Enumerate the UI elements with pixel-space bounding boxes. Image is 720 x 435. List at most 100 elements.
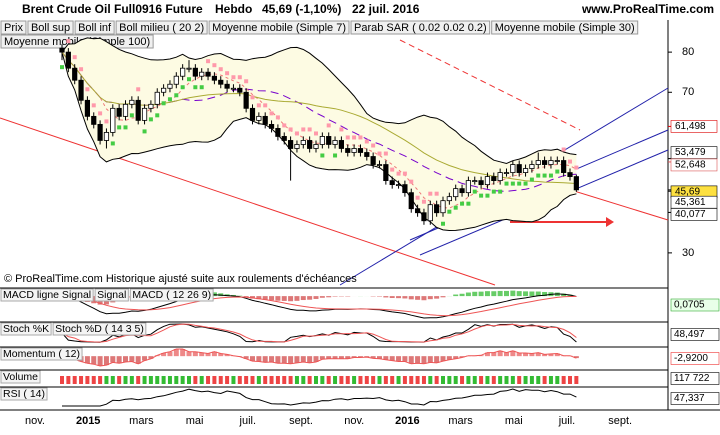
sar-dot xyxy=(492,190,496,194)
candle-body xyxy=(238,88,242,92)
x-tick-label: 2016 xyxy=(395,415,419,427)
sar-dot xyxy=(454,206,458,210)
sar-dot xyxy=(384,152,388,156)
sar-dot xyxy=(295,131,299,135)
sar-dot xyxy=(416,196,420,200)
x-tick-label: mars xyxy=(129,415,154,427)
sar-dot xyxy=(162,101,166,105)
candle-body xyxy=(441,201,445,213)
hist-bar xyxy=(269,356,274,362)
candle-body xyxy=(574,177,578,190)
volume-bar xyxy=(244,376,248,384)
candle-body xyxy=(485,177,489,185)
volume-bar xyxy=(206,376,210,384)
volume-bar xyxy=(117,376,121,384)
sar-dot xyxy=(143,129,147,133)
volume-bar xyxy=(98,376,102,384)
candle-body xyxy=(365,153,369,157)
candle-body xyxy=(295,144,299,148)
sar-dot xyxy=(562,148,566,152)
candle-body xyxy=(200,72,204,76)
candle-body xyxy=(85,100,89,116)
legend-entry: Parab SAR ( 0.02 0.02 0.2) xyxy=(354,22,487,34)
sar-dot xyxy=(555,170,559,174)
candle-body xyxy=(415,209,419,213)
y-tick-label: 30 xyxy=(682,247,694,259)
sar-dot xyxy=(238,75,242,79)
sar-dot xyxy=(79,67,83,71)
volume-bar xyxy=(339,376,343,384)
candle-body xyxy=(523,169,527,173)
candle-body xyxy=(403,185,407,193)
sar-dot xyxy=(136,87,140,91)
candle-body xyxy=(136,100,140,120)
candle-body xyxy=(155,92,159,104)
volume-bar xyxy=(473,376,477,384)
volume-bar xyxy=(162,376,166,384)
price-tag: 45,361 xyxy=(675,197,706,208)
volume-bar xyxy=(257,376,261,384)
candle-body xyxy=(98,124,102,140)
volume-bar xyxy=(498,376,502,384)
sar-dot xyxy=(155,113,159,117)
legend-entry: Moyenne mobile (Simple 30) xyxy=(495,22,635,34)
sar-dot xyxy=(181,85,185,89)
hist-bar xyxy=(307,356,312,363)
hist-bar xyxy=(269,296,274,300)
sar-dot xyxy=(117,125,121,129)
panel-label: Volume xyxy=(3,371,38,383)
hist-bar xyxy=(326,296,331,297)
sar-dot xyxy=(365,139,369,143)
sar-dot xyxy=(466,202,470,206)
sar-dot xyxy=(441,222,445,226)
sar-dot xyxy=(409,180,413,184)
sar-dot xyxy=(358,135,362,139)
x-tick-label: 2015 xyxy=(76,415,100,427)
volume-bar xyxy=(358,376,362,384)
volume-bar xyxy=(270,376,274,384)
sar-dot xyxy=(352,135,356,139)
hist-bar xyxy=(256,356,261,361)
candle-body xyxy=(428,205,432,221)
x-tick-label: mai xyxy=(505,415,523,427)
panel-label: Momentum ( 12) xyxy=(3,348,80,360)
sar-dot xyxy=(231,75,235,79)
candle-body xyxy=(168,84,172,88)
volume-bar xyxy=(524,376,528,384)
hist-bar xyxy=(390,296,395,298)
period: Hebdo xyxy=(215,2,252,16)
hist-bar xyxy=(98,356,103,366)
candle-body xyxy=(346,148,350,152)
hist-bar xyxy=(187,352,192,356)
legend-entry: Boll milieu ( 20 2) xyxy=(119,22,204,34)
volume-bar xyxy=(568,376,572,384)
volume-bar xyxy=(466,376,470,384)
sar-dot xyxy=(498,190,502,194)
hist-bar xyxy=(466,293,471,297)
hist-bar xyxy=(491,353,496,357)
x-tick-label: nov. xyxy=(25,415,45,427)
sar-dot xyxy=(124,125,128,129)
date: 22 juil. 2016 xyxy=(352,2,420,16)
hist-bar xyxy=(434,356,439,363)
candle-body xyxy=(257,116,261,120)
candle-body xyxy=(517,165,521,173)
candle-body xyxy=(180,68,184,76)
volume-bar xyxy=(403,376,407,384)
candle-body xyxy=(460,189,464,193)
volume-bar xyxy=(365,376,369,384)
legend-entry: Prix xyxy=(4,22,23,34)
sar-dot xyxy=(314,131,318,135)
candle-body xyxy=(92,116,96,124)
hist-bar xyxy=(485,291,490,296)
hist-bar xyxy=(472,292,477,296)
sar-dot xyxy=(339,127,343,131)
candle-body xyxy=(377,165,381,166)
candle-body xyxy=(174,76,178,84)
hist-bar xyxy=(117,356,122,363)
hist-bar xyxy=(301,356,306,362)
site: www.ProRealTime.com xyxy=(581,2,714,16)
hist-bar xyxy=(415,296,420,300)
sar-dot xyxy=(187,77,191,81)
sar-dot xyxy=(130,113,134,117)
